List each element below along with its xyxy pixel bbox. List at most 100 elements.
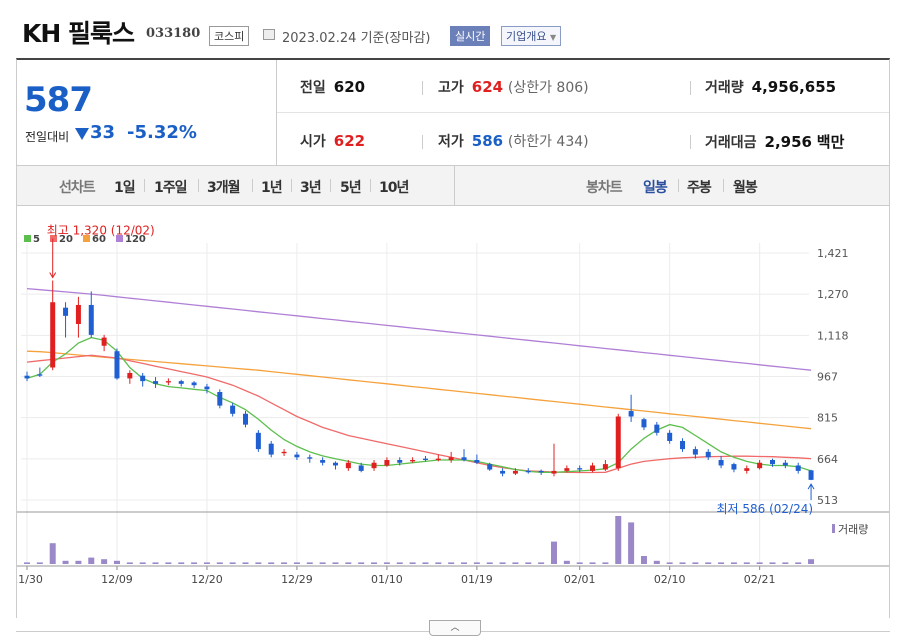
candle-body: [628, 411, 634, 417]
candle-body: [101, 337, 107, 346]
candle-body: [757, 462, 763, 469]
volume-bar: [49, 543, 56, 564]
lower-limit: (하한가 434): [507, 134, 589, 150]
candle-body: [153, 381, 159, 384]
legend-swatch: [50, 235, 57, 242]
volume-bar: [396, 562, 403, 564]
volume-bar: [730, 562, 737, 564]
tab-1w[interactable]: 1주일: [154, 180, 188, 196]
candle-body: [165, 381, 171, 383]
x-tick-label: 12/29: [281, 573, 313, 586]
trade-amount: 거래대금 2,956 백만: [705, 131, 844, 152]
ma20-line: [26, 354, 812, 474]
candle-body: [88, 304, 94, 335]
prev-value: 620: [333, 78, 366, 96]
candle-body: [371, 462, 377, 469]
volume-bar: [216, 562, 223, 564]
y-tick-label: 664: [817, 453, 838, 466]
legend-label: 60: [92, 234, 106, 245]
tab-3y[interactable]: 3년: [300, 180, 322, 196]
candle-body: [50, 302, 56, 368]
amount-value: 2,956: [764, 133, 812, 151]
tab-1d[interactable]: 1일: [114, 180, 136, 196]
candle-body: [345, 462, 351, 469]
volume-bar: [512, 562, 519, 564]
header: KH 필룩스 033180 코스피 2023.02.24 기준(장마감) 실시간…: [0, 0, 898, 58]
candle-body: [320, 460, 326, 463]
x-tick-label: 11/30: [17, 573, 43, 586]
candle-chart-label: 봉차트: [586, 180, 623, 196]
divider: [291, 179, 292, 192]
volume-bar: [319, 562, 326, 564]
x-tick-label: 02/01: [564, 573, 596, 586]
down-triangle-icon: [75, 128, 89, 140]
candle-body: [268, 443, 274, 455]
tab-group-divider: [454, 166, 455, 205]
divider: [690, 135, 691, 149]
divider: [690, 81, 691, 95]
volume-bar: [666, 562, 673, 564]
tab-monthly[interactable]: 월봉: [733, 180, 758, 196]
candle-body: [410, 460, 416, 462]
volume-bar: [242, 562, 249, 564]
high-annotation: 최고 1,320 (12/02): [47, 223, 155, 237]
candle-body: [744, 468, 750, 471]
candle-body: [422, 458, 428, 461]
candle-body: [667, 432, 673, 441]
volume-bar: [718, 562, 725, 564]
tab-10y[interactable]: 10년: [379, 180, 409, 196]
divider: [198, 179, 199, 192]
volume-bar: [229, 562, 236, 564]
volume-bar: [692, 562, 699, 564]
line-chart-label: 선차트: [59, 180, 96, 196]
volume-bar: [743, 562, 750, 564]
candle-body: [217, 392, 223, 406]
volume-value: 4,956,655: [751, 78, 837, 96]
volume-bar: [550, 541, 557, 564]
candle-body: [37, 374, 43, 376]
candle-body: [654, 424, 660, 433]
y-tick-label: 1,118: [817, 329, 849, 342]
x-tick-label: 02/21: [744, 573, 776, 586]
row-divider: [277, 112, 889, 113]
tab-3m[interactable]: 3개월: [207, 180, 241, 196]
volume-bar: [653, 560, 660, 564]
tab-5y[interactable]: 5년: [340, 180, 362, 196]
volume-bar: [203, 562, 210, 564]
candle-body: [178, 381, 184, 384]
candle-body: [795, 465, 801, 471]
candle-body: [680, 440, 686, 450]
volume-bar: [435, 562, 442, 564]
chevron-up-icon: ︿: [450, 623, 460, 633]
tab-daily[interactable]: 일봉: [643, 180, 668, 196]
x-tick-label: 01/19: [461, 573, 493, 586]
low-annotation: 최저 586 (02/24): [716, 502, 813, 516]
tab-1y[interactable]: 1년: [261, 180, 283, 196]
candle-body: [487, 464, 493, 470]
volume-bar: [152, 562, 159, 564]
volume-bar: [628, 522, 635, 564]
collapse-button[interactable]: ︿: [429, 620, 481, 636]
open-value: 622: [333, 132, 366, 150]
stock-code: 033180: [146, 26, 201, 41]
volume-bar: [525, 562, 532, 564]
candle-body: [358, 465, 364, 471]
high-value: 624: [471, 78, 504, 96]
volume-bar: [62, 560, 69, 564]
candle-body: [191, 382, 197, 386]
stock-name: KH 필룩스: [22, 19, 135, 48]
realtime-button[interactable]: 실시간: [450, 26, 491, 46]
volume-bar: [293, 562, 300, 564]
x-tick-label: 01/10: [371, 573, 403, 586]
tab-weekly[interactable]: 주봉: [687, 180, 712, 196]
quote-panel: 587 전일대비 33 -5.32% 전일 620 고가 624 (상한가 806)…: [16, 58, 890, 166]
candle-body: [435, 458, 441, 461]
volume-bar: [640, 556, 647, 564]
high-arrow-head: [49, 272, 57, 279]
volume-bar: [679, 562, 686, 564]
calendar-icon: [263, 29, 275, 40]
volume-bar: [306, 562, 313, 564]
volume-bar: [576, 562, 583, 564]
legend-label: 20: [59, 234, 73, 245]
corp-info-dropdown[interactable]: 기업개요 ▼: [501, 26, 562, 46]
